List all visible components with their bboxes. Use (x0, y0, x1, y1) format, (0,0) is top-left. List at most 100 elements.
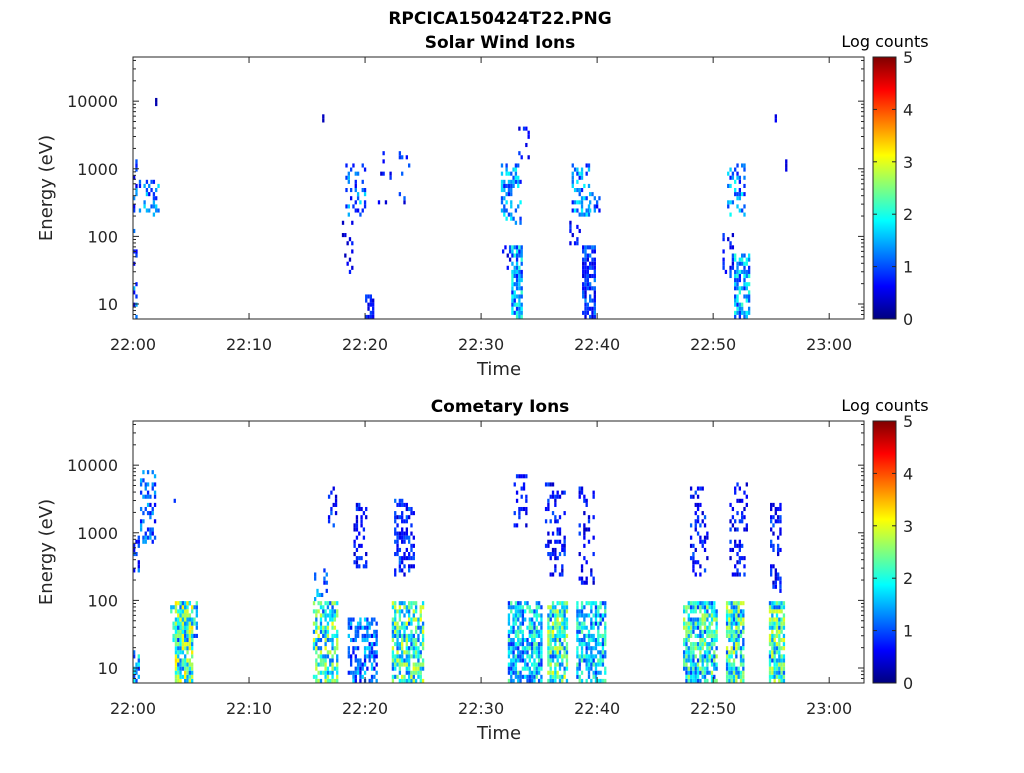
spectrogram-cell (699, 621, 702, 626)
spectrogram-cell (363, 625, 367, 630)
spectrogram-cell (593, 269, 596, 274)
spectrogram-cell (348, 237, 352, 242)
spectrogram-cell (743, 572, 746, 577)
spectrogram-cell (394, 613, 397, 618)
spectrogram-cell (188, 613, 192, 618)
spectrogram-cell (576, 224, 579, 229)
spectrogram-cell (333, 678, 337, 683)
spectrogram-cell (179, 633, 182, 638)
spectrogram-cell (530, 617, 534, 622)
plot-area (133, 421, 864, 683)
spectrogram-cell (565, 650, 569, 655)
spectrogram-cell (394, 666, 397, 671)
spectrogram-cell (547, 646, 550, 651)
spectrogram-cell (391, 629, 395, 634)
spectrogram-cell (375, 654, 378, 659)
spectrogram-cell (730, 633, 733, 638)
spectrogram-cell (701, 605, 704, 610)
spectrogram-cell (782, 617, 786, 622)
spectrogram-cell (738, 556, 742, 561)
spectrogram-cell (551, 490, 555, 495)
spectrogram-cell (394, 658, 397, 663)
spectrogram-cell (520, 245, 523, 250)
spectrogram-cell (513, 302, 516, 307)
spectrogram-cell (359, 625, 362, 630)
spectrogram-cell (701, 543, 704, 548)
spectrogram-cell (687, 654, 690, 659)
spectrogram-cell (587, 212, 591, 217)
spectrogram-cell (778, 609, 781, 614)
spectrogram-cell (355, 535, 359, 540)
spectrogram-cell (554, 642, 557, 647)
spectrogram-cell (535, 609, 538, 614)
spectrogram-cell (177, 654, 180, 659)
spectrogram-cell (336, 642, 339, 647)
spectrogram-cell (370, 662, 374, 667)
spectrogram-cell (540, 650, 543, 655)
spectrogram-cell (346, 261, 349, 266)
spectrogram-cell (780, 670, 783, 675)
spectrogram-cell (408, 617, 411, 622)
spectrogram-cell (315, 609, 318, 614)
spectrogram-cell (359, 212, 362, 217)
spectrogram-cell (703, 678, 707, 683)
spectrogram-cell (396, 621, 399, 626)
spectrogram-cell (505, 183, 508, 188)
spectrogram-cell (741, 302, 744, 307)
spectrogram-cell (349, 658, 353, 663)
spectrogram-cell (508, 249, 512, 254)
x-tick-label: 22:40 (574, 699, 620, 718)
spectrogram-cell (554, 625, 557, 630)
spectrogram-cell (510, 179, 513, 184)
spectrogram-cell (578, 666, 581, 671)
spectrogram-cell (403, 621, 406, 626)
spectrogram-cell (540, 666, 543, 671)
spectrogram-cell (330, 506, 333, 512)
spectrogram-cell (519, 674, 522, 679)
spectrogram-cell (549, 629, 552, 634)
spectrogram-cell (511, 278, 514, 283)
spectrogram-cell (513, 511, 516, 516)
spectrogram-cell (521, 650, 525, 655)
spectrogram-cell (521, 621, 525, 626)
spectrogram-cell (501, 249, 505, 254)
spectrogram-cell (312, 609, 316, 614)
spectrogram-cell (172, 633, 175, 638)
spectrogram-cell (725, 646, 729, 651)
spectrogram-cell (174, 666, 178, 671)
spectrogram-cell (747, 257, 751, 262)
spectrogram-cell (731, 200, 735, 205)
spectrogram-cell (563, 637, 566, 643)
spectrogram-cell (592, 654, 595, 659)
spectrogram-cell (537, 678, 541, 683)
spectrogram-cell (584, 278, 587, 283)
spectrogram-cell (521, 637, 525, 643)
spectrogram-cell (776, 547, 780, 552)
spectrogram-cell (139, 490, 143, 495)
spectrogram-cell (419, 678, 422, 683)
spectrogram-cell (403, 678, 406, 683)
spectrogram-cell (421, 601, 425, 606)
spectrogram-cell (578, 629, 581, 634)
spectrogram-cell (135, 666, 138, 671)
spectrogram-cell (779, 547, 782, 552)
spectrogram-cell (584, 310, 587, 315)
spectrogram-cell (396, 646, 399, 651)
spectrogram-cell (396, 629, 399, 634)
spectrogram-cell (682, 617, 686, 622)
spectrogram-cell (514, 658, 518, 663)
spectrogram-cell (540, 642, 543, 647)
spectrogram-cell (696, 531, 700, 536)
spectrogram-cell (563, 666, 566, 671)
spectrogram-cell (515, 523, 519, 528)
spectrogram-cell (520, 486, 523, 491)
spectrogram-cell (519, 605, 522, 610)
spectrogram-cell (604, 605, 607, 610)
spectrogram-cell (587, 527, 591, 532)
spectrogram-cell (713, 678, 716, 683)
spectrogram-cell (405, 519, 408, 524)
spectrogram-cell (144, 535, 147, 540)
spectrogram-cell (593, 298, 596, 303)
spectrogram-cell (563, 650, 566, 655)
spectrogram-cell (590, 621, 593, 626)
